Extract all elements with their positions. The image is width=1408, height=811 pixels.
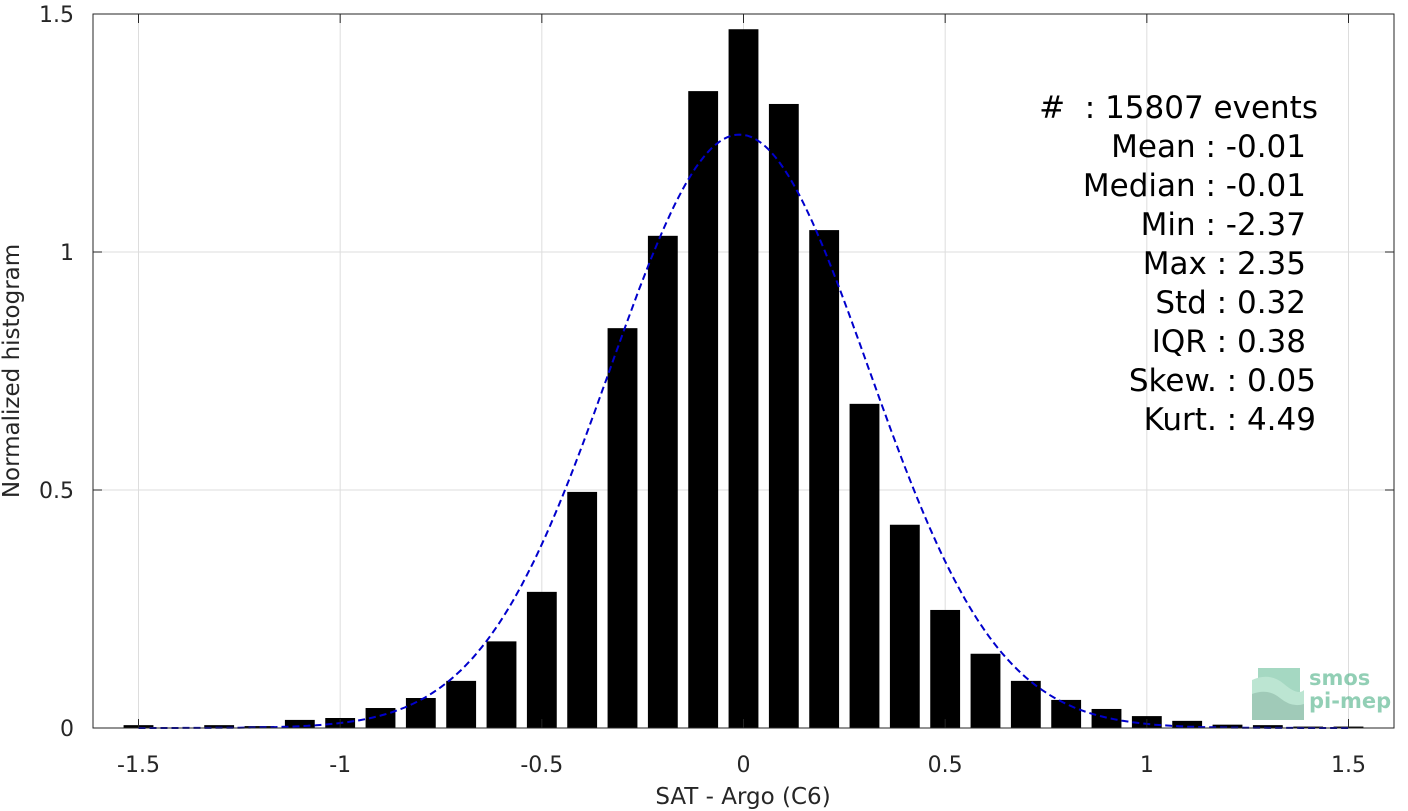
- stat-line: Median : -0.01: [1083, 168, 1306, 204]
- stat-line: IQR : 0.38: [1152, 324, 1306, 360]
- y-tick-label: 1.5: [39, 3, 74, 28]
- stat-line: Skew. : 0.05: [1129, 363, 1316, 399]
- y-tick-label: 0.5: [39, 479, 74, 504]
- histogram-bar: [889, 524, 920, 728]
- stat-line: Mean : -0.01: [1111, 129, 1306, 165]
- stat-line: Max : 2.35: [1143, 246, 1306, 282]
- histogram-bar: [284, 719, 315, 728]
- y-tick-labels: 0 0.5 1 1.5: [39, 3, 74, 742]
- x-tick-label: 1.5: [1331, 753, 1366, 778]
- histogram-bar: [1252, 725, 1283, 728]
- histogram-bar: [647, 235, 678, 729]
- x-tick-label: 0.5: [928, 753, 963, 778]
- stat-line: Std : 0.32: [1155, 285, 1306, 321]
- histogram-bar: [688, 91, 719, 728]
- logo-line-smos: smos: [1309, 666, 1370, 690]
- histogram-bar: [486, 641, 517, 728]
- x-tick-label: -1: [329, 753, 351, 778]
- stat-line: Min : -2.37: [1141, 207, 1306, 243]
- histogram-bar: [728, 29, 759, 729]
- y-axis-title: Normalized histogram: [0, 244, 25, 498]
- histogram-bar: [567, 491, 598, 728]
- histogram-bar: [1212, 724, 1243, 728]
- histogram-bar: [204, 725, 235, 728]
- histogram-bar: [1172, 720, 1203, 728]
- histogram-bars: [123, 29, 1364, 729]
- axis-ticks: [93, 13, 1394, 729]
- histogram-bar: [970, 653, 1001, 728]
- histogram-bar: [446, 680, 477, 728]
- histogram-bar: [809, 230, 840, 728]
- x-tick-label: 0: [737, 753, 751, 778]
- stat-line: Kurt. : 4.49: [1144, 402, 1316, 438]
- histogram-bar: [1051, 699, 1082, 728]
- x-tick-label: -0.5: [520, 753, 563, 778]
- stat-line: # : 15807 events: [1039, 90, 1318, 126]
- smos-pi-mep-logo: smos pi-mep: [1252, 666, 1391, 720]
- x-axis-title: SAT - Argo (C6): [655, 784, 830, 810]
- histogram-bar: [526, 591, 557, 728]
- histogram-bar: [768, 103, 799, 729]
- histogram-bar: [405, 698, 436, 728]
- wave-logo-icon: [1252, 668, 1304, 720]
- histogram-bar: [930, 609, 961, 728]
- x-tick-label: -1.5: [117, 753, 160, 778]
- histogram-bar: [365, 708, 396, 728]
- histogram-bar: [607, 328, 638, 728]
- histogram-bar: [1010, 680, 1041, 728]
- x-tick-labels: -1.5 -1 -0.5 0 0.5 1 1.5: [117, 753, 1366, 778]
- x-tick-label: 1: [1140, 753, 1154, 778]
- logo-line-pi-mep: pi-mep: [1309, 689, 1391, 713]
- histogram-bar: [849, 403, 880, 728]
- y-tick-label: 1: [60, 241, 74, 266]
- y-tick-label: 0: [60, 717, 74, 742]
